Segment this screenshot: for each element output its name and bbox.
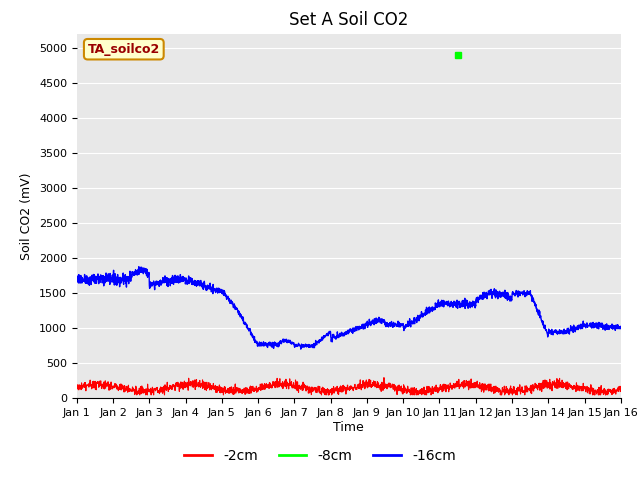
-2cm [376, 385, 384, 391]
-16cm [135, 264, 143, 270]
Text: TA_soilco2: TA_soilco2 [88, 43, 160, 56]
-16cm [508, 298, 515, 304]
-2cm [584, 388, 592, 394]
-16cm [584, 323, 592, 328]
-16cm [570, 329, 577, 335]
Y-axis label: Soil CO2 (mV): Soil CO2 (mV) [20, 172, 33, 260]
X-axis label: Time: Time [333, 421, 364, 434]
-16cm [225, 295, 232, 301]
-16cm [297, 346, 305, 352]
Line: -16cm: -16cm [77, 267, 621, 349]
-2cm [365, 381, 372, 387]
Line: -2cm: -2cm [77, 378, 621, 395]
-2cm [570, 384, 577, 390]
-2cm [133, 392, 141, 398]
-2cm [73, 383, 81, 388]
-16cm [377, 318, 385, 324]
-16cm [365, 321, 372, 327]
-16cm [73, 273, 81, 278]
-16cm [617, 324, 625, 330]
-2cm [508, 388, 515, 394]
-2cm [380, 375, 388, 381]
-2cm [225, 386, 232, 392]
-2cm [617, 387, 625, 393]
Title: Set A Soil CO2: Set A Soil CO2 [289, 11, 408, 29]
Legend: -2cm, -8cm, -16cm: -2cm, -8cm, -16cm [179, 443, 461, 468]
